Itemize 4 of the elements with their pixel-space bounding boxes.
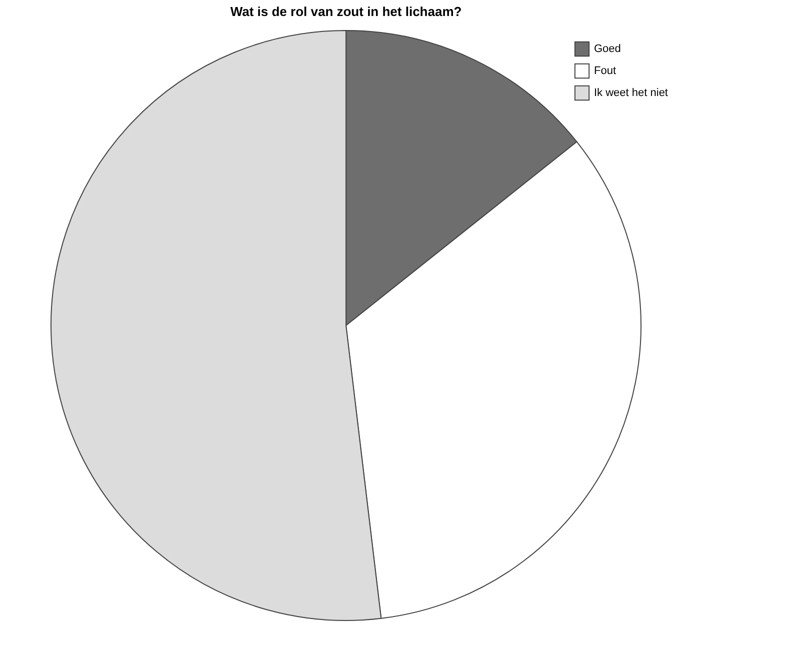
legend-label: Fout: [594, 65, 616, 77]
chart-title: Wat is de rol van zout in het lichaam?: [230, 4, 462, 19]
legend-label: Goed: [594, 43, 621, 55]
legend-label: Ik weet het niet: [594, 87, 668, 99]
